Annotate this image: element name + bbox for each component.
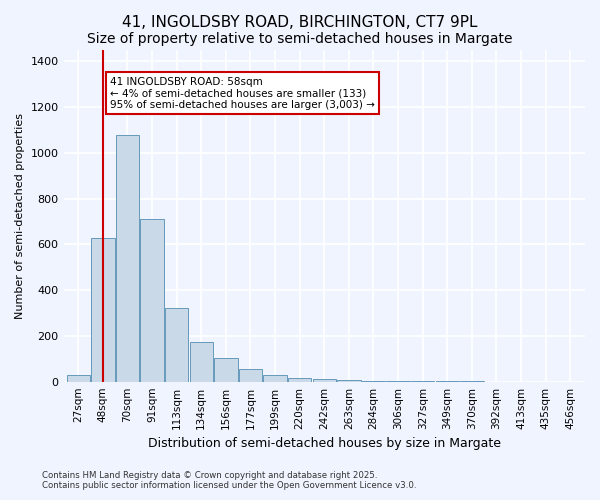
Bar [386, 381, 410, 382]
Text: Contains HM Land Registry data © Crown copyright and database right 2025.
Contai: Contains HM Land Registry data © Crown c… [42, 470, 416, 490]
Bar [140, 220, 164, 382]
Text: 41 INGOLDSBY ROAD: 58sqm
← 4% of semi-detached houses are smaller (133)
95% of s: 41 INGOLDSBY ROAD: 58sqm ← 4% of semi-de… [110, 76, 375, 110]
Bar [67, 375, 90, 382]
Bar [190, 342, 213, 382]
Bar [362, 380, 385, 382]
Bar [214, 358, 238, 382]
Bar [313, 380, 336, 382]
Bar [263, 375, 287, 382]
Bar [116, 134, 139, 382]
X-axis label: Distribution of semi-detached houses by size in Margate: Distribution of semi-detached houses by … [148, 437, 501, 450]
Bar [288, 378, 311, 382]
Text: Size of property relative to semi-detached houses in Margate: Size of property relative to semi-detach… [87, 32, 513, 46]
Bar [239, 369, 262, 382]
Text: 41, INGOLDSBY ROAD, BIRCHINGTON, CT7 9PL: 41, INGOLDSBY ROAD, BIRCHINGTON, CT7 9PL [122, 15, 478, 30]
Bar [91, 238, 115, 382]
Y-axis label: Number of semi-detached properties: Number of semi-detached properties [15, 113, 25, 319]
Bar [165, 308, 188, 382]
Bar [337, 380, 361, 382]
